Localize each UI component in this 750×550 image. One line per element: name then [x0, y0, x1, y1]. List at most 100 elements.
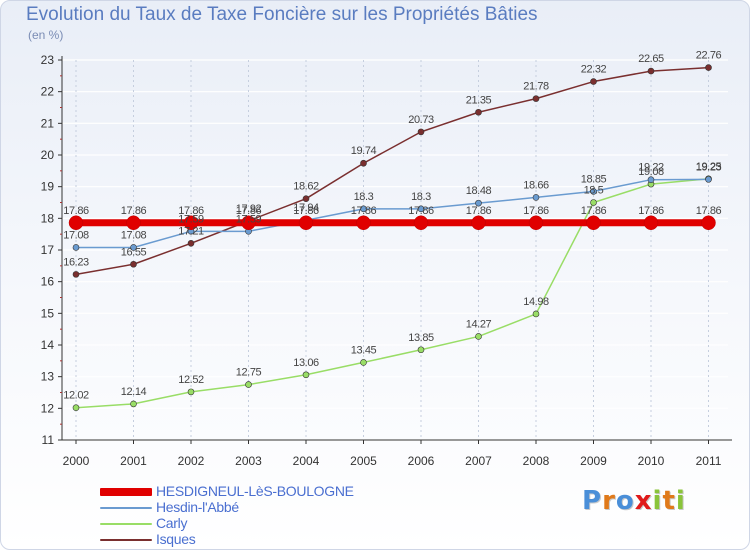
series-line [75, 66, 709, 276]
y-unit-label: (en %) [28, 28, 64, 42]
data-point [475, 333, 482, 340]
data-label: 20.73 [408, 114, 434, 126]
data-label: 12.75 [236, 367, 262, 379]
data-label: 19.25 [696, 161, 722, 173]
data-point [590, 199, 597, 206]
y-tick-label: 22 [41, 85, 55, 99]
legend-label: Hesdin-l'Abbé [156, 499, 239, 515]
data-label: 22.65 [638, 53, 664, 65]
data-point [187, 240, 195, 247]
data-label: 17.59 [236, 213, 262, 225]
data-label: 17.86 [696, 205, 722, 217]
data-point [298, 215, 314, 231]
data-label: 12.14 [121, 386, 147, 398]
logo-letter: i [652, 486, 663, 516]
legend-swatch [100, 523, 152, 525]
data-point [72, 404, 80, 412]
data-label: 17.92 [236, 203, 262, 215]
data-point [590, 188, 597, 195]
data-label: 16.23 [63, 256, 89, 268]
data-point [413, 215, 429, 231]
y-tick-label: 15 [41, 306, 55, 320]
data-labels: 17.86 17.86 17.86 17.86 17.86 17.86 17.86 17.86… [63, 50, 722, 402]
legend-swatch [100, 488, 152, 496]
data-point [130, 244, 137, 251]
data-label: 18.85 [581, 173, 607, 185]
data-point [643, 215, 659, 231]
x-tick-label: 2006 [408, 454, 435, 468]
data-label: 22.76 [696, 50, 722, 62]
data-point [417, 205, 425, 213]
data-label: 12.52 [178, 374, 204, 386]
y-tick-label: 17 [41, 243, 55, 257]
data-label: 16.55 [121, 246, 147, 258]
proxiti-logo: Proxiti [582, 486, 686, 516]
x-tick-label: 2005 [350, 454, 377, 468]
data-label: 17.21 [178, 225, 204, 237]
data-label: 17.86 [351, 205, 377, 217]
x-tick-label: 2011 [696, 454, 722, 468]
data-label: 13.85 [408, 332, 434, 344]
data-label: 21.78 [523, 81, 549, 93]
data-label: 17.86 [121, 205, 147, 217]
data-label: 17.86 [466, 205, 492, 217]
y-tick-label: 23 [41, 53, 55, 67]
y-tick-label: 21 [41, 116, 55, 130]
data-point [647, 67, 655, 75]
series-line [75, 178, 709, 409]
data-label: 17.86 [293, 205, 319, 217]
data-label: 21.35 [466, 94, 492, 106]
data-label: 17.59 [178, 213, 204, 225]
data-label: 22.32 [581, 64, 607, 76]
legend-label: Carly [156, 515, 188, 531]
data-point [475, 199, 482, 207]
data-label: 18.3 [411, 191, 431, 203]
data-point [586, 215, 601, 231]
data-label: 17.86 [523, 205, 549, 217]
x-tick-label: 2007 [465, 454, 492, 468]
data-label: 17.94 [293, 202, 319, 214]
x-tick-label: 2000 [63, 454, 90, 468]
data-point [130, 260, 137, 268]
data-label: 19.22 [638, 162, 664, 174]
logo-letter: x [634, 486, 653, 516]
legend-swatch [100, 539, 152, 541]
data-label: 13.06 [293, 357, 319, 369]
data-point [528, 215, 544, 231]
data-label: 14.27 [466, 318, 492, 330]
logo-letter: i [675, 486, 686, 516]
data-point [130, 400, 137, 408]
chart-title: Evolution du Taux de Taxe Foncière sur l… [26, 4, 538, 25]
series-lines [75, 66, 709, 409]
data-point [471, 215, 486, 231]
y-tick-label: 13 [41, 370, 55, 384]
logo-letter: P [582, 486, 603, 516]
data-point [417, 128, 425, 136]
data-point [302, 371, 310, 379]
data-point [647, 176, 655, 183]
data-point [417, 346, 425, 354]
x-tick-label: 2004 [293, 454, 320, 468]
data-point [187, 388, 195, 396]
data-label: 19.23 [696, 161, 722, 173]
data-point [360, 205, 367, 213]
data-label: 14.98 [523, 296, 549, 308]
data-point [701, 215, 716, 231]
data-label: 18.62 [293, 181, 319, 193]
y-tick-label: 19 [41, 180, 55, 194]
y-tick-label: 12 [41, 401, 55, 415]
data-label: 17.86 [581, 205, 607, 217]
data-point [126, 215, 141, 231]
data-point [68, 215, 84, 231]
data-label: 17.08 [63, 229, 89, 241]
series-points [68, 64, 716, 412]
data-point [245, 381, 252, 388]
x-tick-label: 2009 [580, 454, 607, 468]
series-line [76, 178, 709, 249]
data-label: 18.5 [584, 185, 604, 197]
x-tick-label: 2003 [235, 454, 262, 468]
data-label: 18.3 [354, 191, 374, 203]
data-label: 17.86 [408, 205, 434, 217]
data-label: 18.66 [523, 179, 549, 191]
